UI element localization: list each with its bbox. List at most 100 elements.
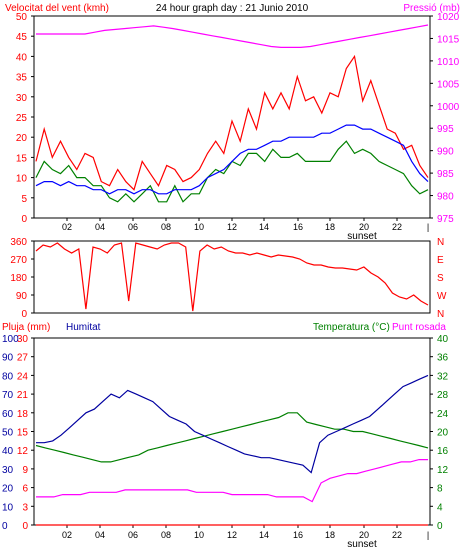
temperature-ticks: 0 4 8 12 16 20 24 28 32 36 40 xyxy=(430,334,449,532)
humidity-label: Humitat xyxy=(66,322,101,333)
pressure-tick-label: 990 xyxy=(437,147,454,158)
wind-tick-label: 35 xyxy=(16,73,28,84)
rain-tick-label: 30 xyxy=(17,334,29,345)
humidity-tick-label: 0 xyxy=(2,521,8,532)
time-tick-label: 12 xyxy=(227,222,237,232)
wind-tick-label: 25 xyxy=(16,113,28,124)
rain-tick-label: 9 xyxy=(22,465,28,476)
time-tick-label: 10 xyxy=(194,222,204,232)
temperature-tick-label: 12 xyxy=(437,465,449,476)
dewpoint-label: Punt rosada xyxy=(392,322,446,333)
rain-tick-label: 15 xyxy=(17,428,29,439)
time-tick-label: 16 xyxy=(293,222,303,232)
time-tick-label: 14 xyxy=(259,530,269,540)
pressure-tick-label: 1000 xyxy=(437,102,460,113)
time-ticks-bottom: 02 04 06 08 10 12 14 16 18 20 22 | xyxy=(62,525,429,540)
rain-tick-label: 6 xyxy=(22,484,28,495)
sunset-label-top: sunset xyxy=(347,231,377,242)
chart-title: 24 hour graph day : 21 Junio 2010 xyxy=(156,3,309,14)
rain-ticks: 0 10 20 30 40 50 60 70 80 90 100 xyxy=(2,334,19,532)
rain-tick-label: 21 xyxy=(17,390,29,401)
wind-speed-label: Velocitat del vent (kmh) xyxy=(5,3,109,14)
climate-series xyxy=(35,374,429,526)
pressure-tick-label: 995 xyxy=(437,124,454,135)
rain-tick-label: 27 xyxy=(17,353,29,364)
humidity-line xyxy=(36,374,429,474)
direction-compass-label: N xyxy=(437,309,444,320)
temperature-tick-label: 8 xyxy=(437,484,443,495)
direction-compass-label: N xyxy=(437,237,444,248)
time-tick-label: 10 xyxy=(194,530,204,540)
wind-tick-label: 40 xyxy=(16,52,28,63)
time-tick-label: 18 xyxy=(325,222,335,232)
temperature-label: Temperatura (°C) xyxy=(313,322,390,333)
temperature-tick-label: 32 xyxy=(437,371,449,382)
wind-tick-label: 30 xyxy=(16,93,28,104)
time-tick-label: 20 xyxy=(359,222,369,232)
rain-tick-label: 0 xyxy=(22,521,28,532)
humidity-tick-label: 10 xyxy=(2,502,14,513)
temperature-tick-label: 20 xyxy=(437,428,449,439)
time-end-mark: | xyxy=(427,222,429,232)
wind-average-line xyxy=(35,124,429,195)
pressure-label: Pressió (mb) xyxy=(403,3,460,14)
time-tick-label: 02 xyxy=(62,222,72,232)
wind-tick-label: 0 xyxy=(21,214,27,225)
temperature-tick-label: 40 xyxy=(437,334,449,345)
time-tick-label: 06 xyxy=(128,222,138,232)
direction-degree-label: 360 xyxy=(10,237,27,248)
time-ticks-top: 02 04 06 08 10 12 14 16 18 20 22 | xyxy=(62,218,429,232)
direction-compass-label: E xyxy=(437,255,444,266)
sunset-label-bottom: sunset xyxy=(347,539,377,550)
wind-tick-label: 45 xyxy=(16,32,28,43)
direction-degree-label: 90 xyxy=(16,291,28,302)
wind-tick-label: 5 xyxy=(21,194,27,205)
time-tick-label: 04 xyxy=(95,530,105,540)
wind-tick-label: 15 xyxy=(16,153,28,164)
wind-direction-line xyxy=(35,242,429,312)
direction-degree-label: 180 xyxy=(10,273,27,284)
pressure-tick-label: 980 xyxy=(437,192,454,203)
rain-tick-label: 12 xyxy=(17,446,29,457)
humidity-tick-label: 40 xyxy=(2,446,14,457)
time-tick-label: 12 xyxy=(227,530,237,540)
temperature-tick-label: 36 xyxy=(437,353,449,364)
time-tick-label: 22 xyxy=(392,222,402,232)
time-tick-label: 08 xyxy=(161,530,171,540)
wind-tick-label: 50 xyxy=(16,12,28,23)
pressure-tick-label: 1015 xyxy=(437,34,460,45)
rain-tick-label: 18 xyxy=(17,409,29,420)
wind-tick-label: 20 xyxy=(16,133,28,144)
pressure-tick-label: 1020 xyxy=(437,12,460,23)
humidity-tick-label: 50 xyxy=(2,428,14,439)
temperature-tick-label: 16 xyxy=(437,446,449,457)
temperature-tick-label: 28 xyxy=(437,390,449,401)
wind-gust-line xyxy=(35,54,429,191)
humidity-tick-label: 80 xyxy=(2,371,14,382)
direction-series xyxy=(35,242,429,312)
humidity-tick-label: 30 xyxy=(2,465,14,476)
pressure-tick-label: 1005 xyxy=(437,79,460,90)
humidity-tick-label: 70 xyxy=(2,390,14,401)
pressure-ticks: 975 980 985 990 995 1000 1005 1010 1015 1020 xyxy=(430,12,460,225)
wind-panel-frame xyxy=(33,15,431,219)
direction-panel-frame xyxy=(33,240,431,314)
wind-speed-ticks: 0 5 10 15 20 25 30 35 40 45 50 xyxy=(16,12,34,225)
direction-degree-label: 270 xyxy=(10,255,27,266)
humidity-tick-label: 60 xyxy=(2,409,14,420)
time-tick-label: 08 xyxy=(161,222,171,232)
pressure-tick-label: 1010 xyxy=(437,57,460,68)
wind-tick-label: 10 xyxy=(16,174,28,185)
direction-degree-ticks: 0 90 180 270 360 xyxy=(10,237,34,320)
temperature-tick-label: 0 xyxy=(437,521,443,532)
time-tick-label: 16 xyxy=(293,530,303,540)
climate-panel-frame xyxy=(33,337,431,526)
temperature-tick-label: 24 xyxy=(437,409,449,420)
direction-degree-label: 0 xyxy=(21,309,27,320)
direction-compass-label: S xyxy=(437,273,444,284)
time-tick-label: 18 xyxy=(325,530,335,540)
rain-tick-label: 24 xyxy=(17,371,29,382)
time-tick-label: 22 xyxy=(392,530,402,540)
